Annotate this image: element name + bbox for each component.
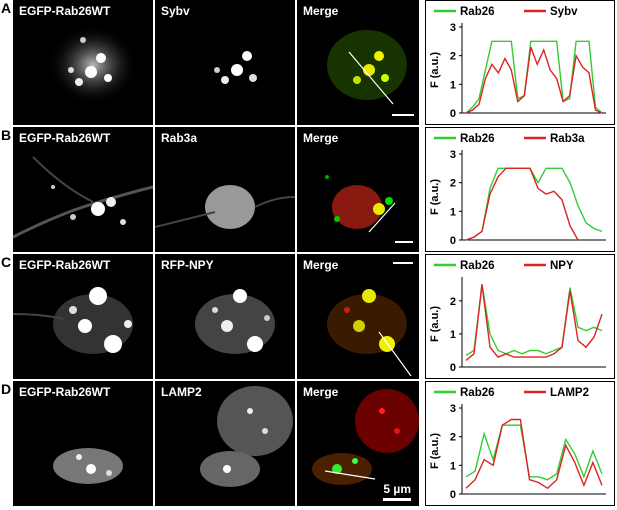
image-label: EGFP-Rab26WT — [19, 131, 111, 145]
image-label: Sybv — [161, 4, 190, 18]
y-tick-label: 2 — [450, 296, 456, 308]
y-axis-label: F (a.u.) — [429, 179, 441, 215]
legend-label: NPY — [550, 260, 574, 272]
cell-micrograph — [312, 389, 419, 501]
panel-letter-a: A — [1, 0, 12, 16]
y-tick-label: 1 — [450, 79, 456, 91]
panel-letter-b: B — [1, 127, 12, 143]
legend-label: Rab26 — [460, 133, 495, 145]
legend-label: Rab3a — [550, 133, 585, 145]
image-d-egfp: EGFP-Rab26WT — [13, 381, 153, 506]
cell-micrograph — [13, 287, 133, 354]
image-a-merge: Merge — [297, 0, 419, 125]
legend-label: LAMP2 — [550, 387, 589, 399]
image-label: EGFP-Rab26WT — [19, 258, 111, 272]
series-line — [465, 40, 603, 114]
cell-micrograph — [327, 30, 414, 116]
cell-micrograph — [53, 448, 123, 484]
cell-micrograph — [195, 289, 275, 354]
y-tick-label: 2 — [450, 51, 456, 63]
series-line — [465, 46, 603, 114]
image-d-lamp2: LAMP2 — [155, 381, 295, 506]
y-tick-label: 3 — [450, 403, 456, 415]
image-label: EGFP-Rab26WT — [19, 385, 111, 399]
scale-bar-label: 5 µm — [383, 482, 411, 496]
line-chart: 0 1 2 3 F (a.u.) Rab26 Sybv — [429, 6, 606, 120]
y-tick-label: 0 — [450, 108, 456, 120]
image-b-rab3a: Rab3a — [155, 127, 295, 252]
y-tick-label: 3 — [450, 149, 456, 161]
panel-letter-d: D — [1, 381, 12, 397]
chart-a: 0 1 2 3 F (a.u.) Rab26 Sybv — [425, 0, 615, 125]
chart-d: 0 1 2 3 F (a.u.) Rab26 LAMP2 — [425, 381, 615, 506]
series-line — [465, 284, 603, 361]
image-label: Rab3a — [161, 131, 198, 145]
y-axis-label: F (a.u.) — [429, 52, 441, 88]
image-label: Merge — [303, 258, 339, 272]
image-label: Merge — [303, 4, 339, 18]
image-d-merge: Merge 5 µm — [297, 381, 419, 506]
image-b-egfp: EGFP-Rab26WT — [13, 127, 153, 252]
cell-micrograph — [214, 51, 257, 84]
chart-b: 0 1 2 3 F (a.u.) Rab26 Rab3a — [425, 127, 615, 252]
y-tick-label: 0 — [450, 489, 456, 501]
image-c-merge: Merge — [297, 254, 419, 379]
line-chart: 0 1 2 3 F (a.u.) Rab26 Rab3a — [429, 133, 606, 247]
image-label: EGFP-Rab26WT — [19, 4, 111, 18]
cell-micrograph — [48, 25, 138, 105]
image-label: Merge — [303, 131, 339, 145]
chart-c: 0 1 2 F (a.u.) Rab26 NPY — [425, 254, 615, 379]
series-line — [465, 424, 603, 481]
legend-label: Rab26 — [460, 6, 495, 18]
y-tick-label: 1 — [450, 460, 456, 472]
y-tick-label: 3 — [450, 22, 456, 34]
cell-micrograph — [325, 175, 413, 243]
image-label: RFP-NPY — [161, 258, 214, 272]
y-tick-label: 0 — [450, 362, 456, 374]
cell-micrograph — [327, 262, 413, 377]
legend-label: Rab26 — [460, 387, 495, 399]
series-line — [465, 284, 603, 356]
series-line — [465, 418, 603, 490]
line-chart: 0 1 2 3 F (a.u.) Rab26 LAMP2 — [429, 387, 606, 501]
y-tick-label: 0 — [450, 235, 456, 247]
cell-micrograph — [13, 156, 153, 239]
image-b-merge: Merge — [297, 127, 419, 252]
y-tick-label: 2 — [450, 432, 456, 444]
image-a-egfp: EGFP-Rab26WT — [13, 0, 153, 125]
image-c-egfp: EGFP-Rab26WT — [13, 254, 153, 379]
y-axis-label: F (a.u.) — [429, 433, 441, 469]
y-tick-label: 1 — [450, 206, 456, 218]
y-axis-label: F (a.u.) — [429, 306, 441, 342]
line-chart: 0 1 2 F (a.u.) Rab26 NPY — [429, 260, 606, 374]
y-tick-label: 2 — [450, 178, 456, 190]
cell-micrograph — [155, 185, 295, 229]
image-label: LAMP2 — [161, 385, 202, 399]
series-line — [465, 167, 579, 241]
legend-label: Rab26 — [460, 260, 495, 272]
image-c-npy: RFP-NPY — [155, 254, 295, 379]
series-line — [465, 167, 603, 241]
cell-micrograph — [200, 386, 293, 487]
panel-letter-c: C — [1, 254, 12, 270]
y-tick-label: 1 — [450, 329, 456, 341]
legend-label: Sybv — [550, 6, 578, 18]
image-a-sybv: Sybv — [155, 0, 295, 125]
image-label: Merge — [303, 385, 339, 399]
